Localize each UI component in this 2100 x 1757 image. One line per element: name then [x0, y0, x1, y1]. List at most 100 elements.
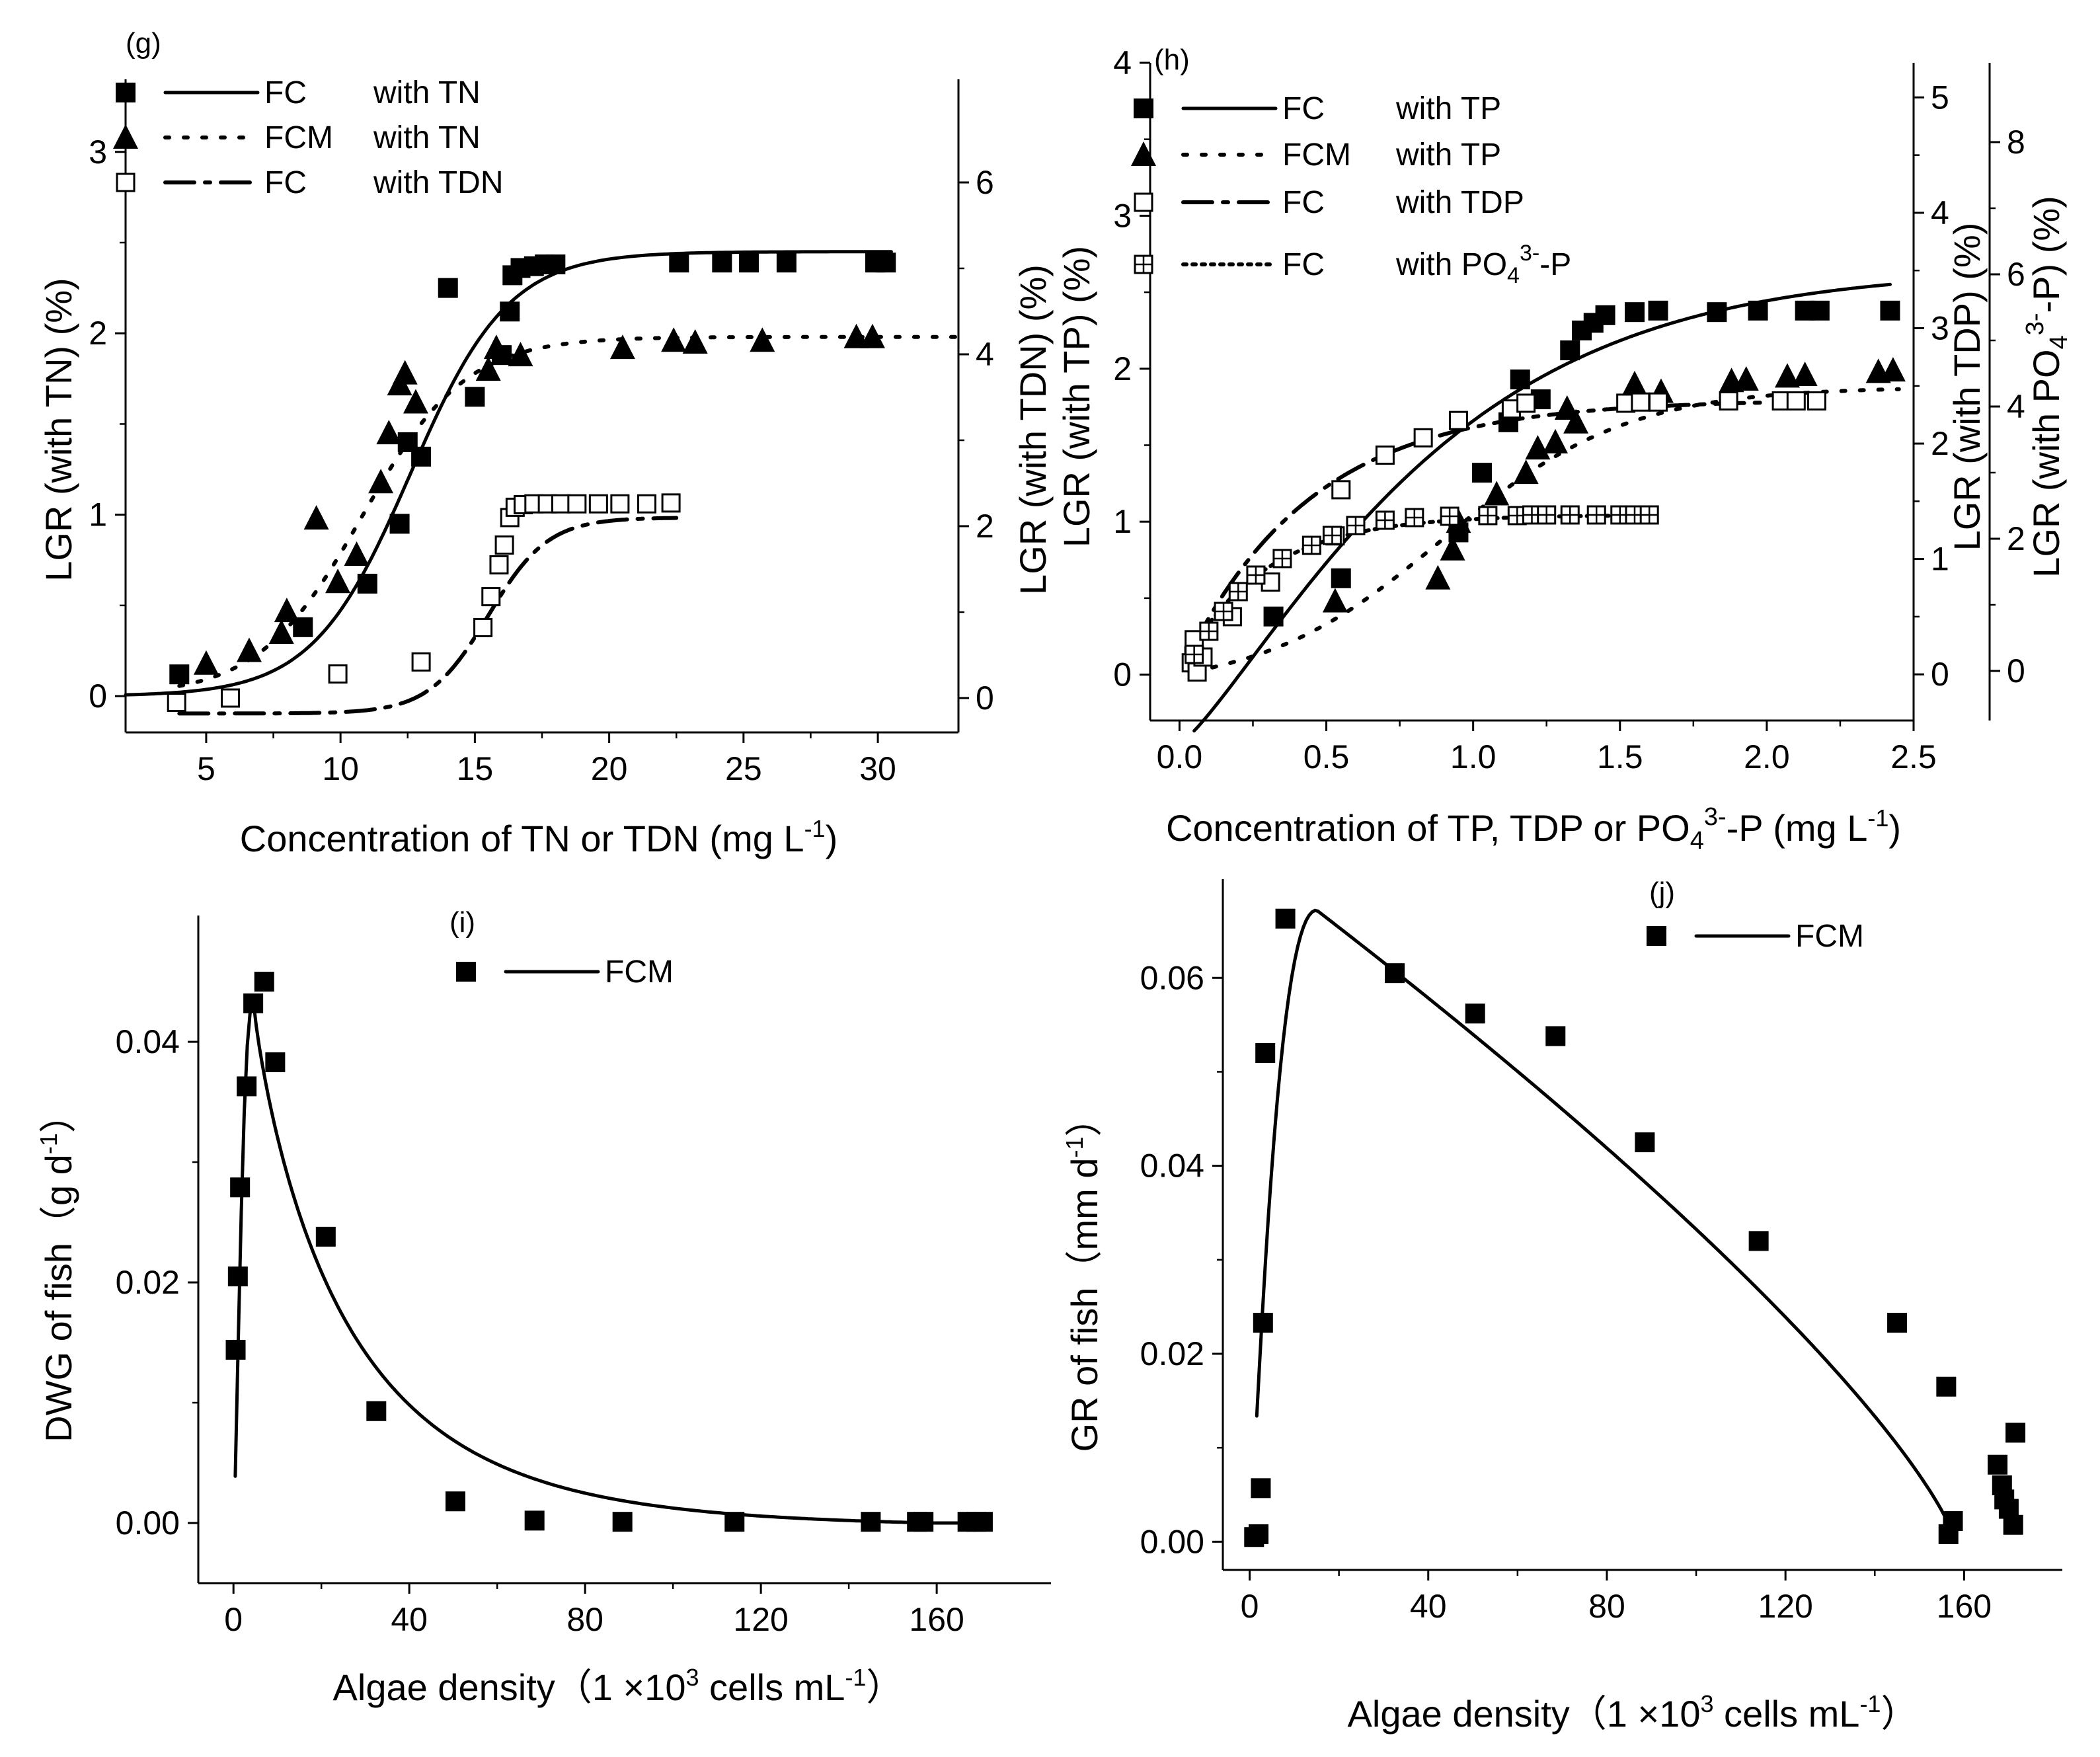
data-point	[1251, 1478, 1271, 1499]
data-point	[1214, 602, 1233, 621]
panel-g-legend: FC with TN FCM with TN FC with TDN	[113, 75, 503, 200]
data-point	[411, 446, 432, 467]
data-point	[1936, 1376, 1957, 1397]
y3-tick-label: 0	[2007, 652, 2025, 689]
data-point	[1275, 908, 1296, 929]
data-point	[724, 1512, 745, 1532]
data-point	[1440, 535, 1465, 561]
y-tick-label: 2	[89, 315, 107, 352]
data-point	[551, 494, 570, 514]
data-point	[1639, 505, 1659, 525]
data-point	[1631, 392, 1651, 412]
panel-h-legend-entry: FC with TP	[1134, 91, 1501, 126]
data-point	[776, 253, 797, 273]
data-point	[545, 254, 566, 274]
data-point	[473, 617, 493, 637]
data-point	[1943, 1511, 1963, 1532]
x-tick-label: 80	[566, 1601, 603, 1638]
x-tick-label: 160	[909, 1601, 964, 1638]
y-tick-label: 1	[89, 496, 107, 533]
y2-tick-label: 0	[1931, 656, 1949, 693]
data-point	[483, 334, 509, 360]
data-point	[1249, 1524, 1269, 1544]
data-point	[1988, 1454, 2008, 1475]
x-tick-label: 2.0	[1744, 738, 1790, 775]
data-point	[843, 323, 869, 348]
data-point	[1595, 305, 1615, 325]
panel-i-legend-entry: FCM	[456, 955, 674, 990]
data-point	[914, 1512, 934, 1532]
panel-i: (i) 0 40 80 120 160 0.00 0.02 0.04 FCM Algae de…	[35, 906, 1051, 1708]
data-point	[303, 505, 329, 530]
data-point	[1375, 446, 1395, 465]
panel-h-legend-entry: FC with PO43--P	[1134, 241, 1571, 288]
data-point	[1649, 392, 1668, 412]
data-point	[1707, 302, 1727, 323]
y2-tick-label: 1	[1931, 541, 1949, 578]
data-point	[475, 356, 501, 381]
x-tick-label: 0.5	[1303, 738, 1350, 775]
legend-condition: with TDP	[1395, 185, 1524, 220]
data-point	[861, 1512, 881, 1532]
y-tick-label: 0.02	[116, 1264, 180, 1301]
y-tick-label: 2	[1113, 350, 1132, 387]
panel-h-points	[1181, 300, 1906, 682]
panel-h-legend: FC with TP FCM with TP FC with TDP FC wi…	[1131, 91, 1571, 288]
y-tick-label: 0.04	[1140, 1148, 1204, 1185]
y-tick-label: 1	[1113, 503, 1132, 540]
fit-curve-dot	[1192, 387, 1901, 674]
panel-j-curves	[1255, 908, 1957, 1543]
data-point	[376, 420, 402, 445]
panel-j-y-axis-label: GR of fish（mm d-1）	[1061, 1100, 1105, 1452]
data-point	[481, 587, 501, 607]
data-point	[325, 568, 351, 594]
data-point	[221, 688, 241, 708]
data-point	[1425, 565, 1451, 590]
fit-curve-dashdot	[177, 516, 679, 716]
data-point	[1478, 506, 1498, 526]
panel-h: (h) 0.0 0.5 1.0 1.5 2.0 2.5 0 1 2 3 4 0 1 2 3 4 5 0 2 4 6 8 F…	[1056, 44, 2073, 855]
panel-i-legend: FCM	[456, 955, 674, 990]
data-point	[1405, 508, 1424, 527]
data-point	[1346, 516, 1366, 535]
panel-i-curves	[233, 1000, 960, 1525]
data-point	[876, 253, 896, 273]
x-tick-label: 20	[591, 750, 628, 787]
y-tick-label: 0.04	[116, 1023, 180, 1060]
data-point	[1537, 505, 1557, 525]
data-point	[438, 278, 458, 298]
data-point	[1786, 391, 1806, 410]
panel-h-y3-axis-label: LGR (with PO43--P) (%)	[2021, 196, 2073, 578]
panel-g-legend-entry: FC with TN	[116, 75, 481, 110]
y3-tick-label: 4	[2007, 388, 2025, 425]
legend-marker	[116, 83, 136, 102]
panel-g-y2-axis-label: LGR (with TDN) (%)	[1012, 264, 1054, 595]
fit-curve-solid	[233, 1000, 960, 1525]
data-point	[268, 619, 294, 644]
data-point	[1880, 357, 1906, 382]
panel-j-x-axis-label: Algae density（1 ×103 cells mL-1）	[1348, 1690, 1918, 1735]
data-point	[243, 993, 264, 1013]
data-point	[859, 323, 885, 348]
y-tick-label: 0	[89, 678, 107, 715]
data-point	[612, 1512, 633, 1532]
x-tick-label: 160	[1937, 1588, 1992, 1625]
y-tick-label: 0.06	[1140, 959, 1204, 996]
data-point	[610, 494, 630, 514]
panel-g-y-axis-label: LGR (with TN) (%)	[38, 278, 79, 581]
data-point	[1560, 340, 1580, 361]
data-point	[524, 1510, 545, 1531]
legend-condition: with TN	[373, 120, 481, 155]
data-point	[1809, 300, 1830, 321]
y2-tick-label: 5	[1931, 79, 1949, 116]
y2-tick-label: 2	[1931, 425, 1949, 462]
data-point	[682, 329, 708, 354]
x-tick-label: 0	[224, 1601, 243, 1638]
legend-model: FC	[264, 75, 307, 110]
y-tick-label: 0.00	[1140, 1523, 1204, 1560]
data-point	[193, 650, 219, 675]
legend-marker	[456, 962, 476, 982]
legend-marker	[1131, 141, 1156, 166]
data-point	[167, 693, 186, 712]
